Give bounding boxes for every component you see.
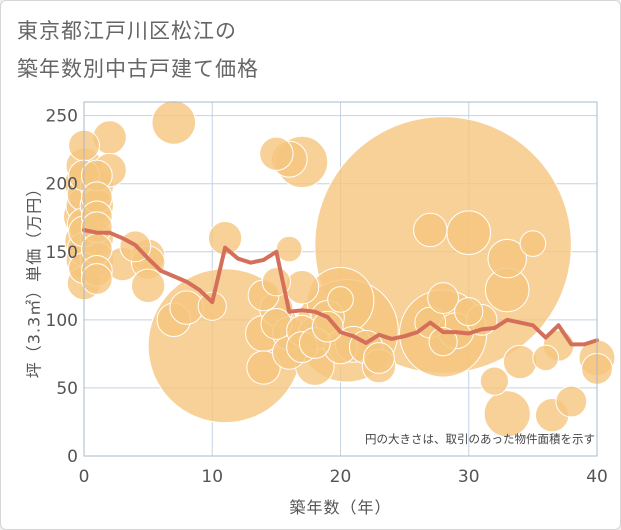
bubble-point-31 (130, 268, 166, 303)
chart-title-line-2: 築年数別中古戸建て価格 (17, 57, 259, 81)
bubble-point-79 (483, 390, 531, 438)
x-tick-label-3: 30 (458, 467, 480, 487)
bubble-point-32 (151, 100, 197, 145)
bubble-point-69 (427, 282, 459, 314)
bubble-point-24 (80, 263, 113, 295)
bubble-point-41 (259, 136, 294, 171)
bubble-point-80 (502, 344, 538, 380)
bubble-point-81 (519, 230, 547, 257)
bubble-point-50 (284, 269, 320, 305)
bubble-point-74 (454, 297, 484, 327)
bubble-point-73 (446, 210, 492, 256)
bubble-point-57 (311, 310, 344, 343)
bubble-point-35 (197, 291, 227, 321)
bubble-point-71 (428, 327, 458, 357)
x-tick-label-0: 0 (79, 467, 90, 487)
y-tick-label-4: 200 (46, 175, 78, 195)
x-axis-title: 築年数（年） (289, 498, 391, 517)
plot-area-border (83, 101, 598, 457)
y-tick-label-2: 100 (46, 311, 78, 331)
x-tick-label-2: 20 (330, 467, 352, 487)
y-tick-label-5: 250 (46, 107, 78, 127)
bubble-point-85 (555, 385, 588, 418)
bubble-point-59 (327, 286, 354, 313)
y-axis-ticks: 0 50 100 150 200 250 (46, 107, 78, 467)
trend-line-layer (82, 227, 599, 347)
bubbles (62, 100, 616, 438)
y-tick-label-0: 0 (67, 447, 78, 467)
bubble-point-76 (479, 366, 510, 396)
y-tick-label-1: 50 (56, 379, 78, 399)
bubble-point-77 (487, 238, 527, 279)
x-tick-label-1: 10 (201, 467, 223, 487)
bubble-point-64 (363, 342, 395, 374)
chart-title-line-1: 東京都江戸川区松江の (17, 19, 237, 43)
y-tick-label-3: 150 (46, 243, 78, 263)
x-axis-ticks: 0 10 20 30 40 (79, 467, 608, 487)
x-tick-label-4: 40 (586, 467, 608, 487)
bubble-point-82 (532, 344, 560, 372)
bubble-point-46 (275, 235, 303, 263)
average-price-line (82, 227, 599, 347)
bubble-point-38 (246, 350, 281, 385)
bubble-size-note: 円の大きさは、取引のあった物件面積を示す (365, 432, 595, 446)
y-axis-title: 坪（3.3㎡）単価（万円） (25, 180, 44, 378)
bubble-point-66 (413, 212, 448, 248)
